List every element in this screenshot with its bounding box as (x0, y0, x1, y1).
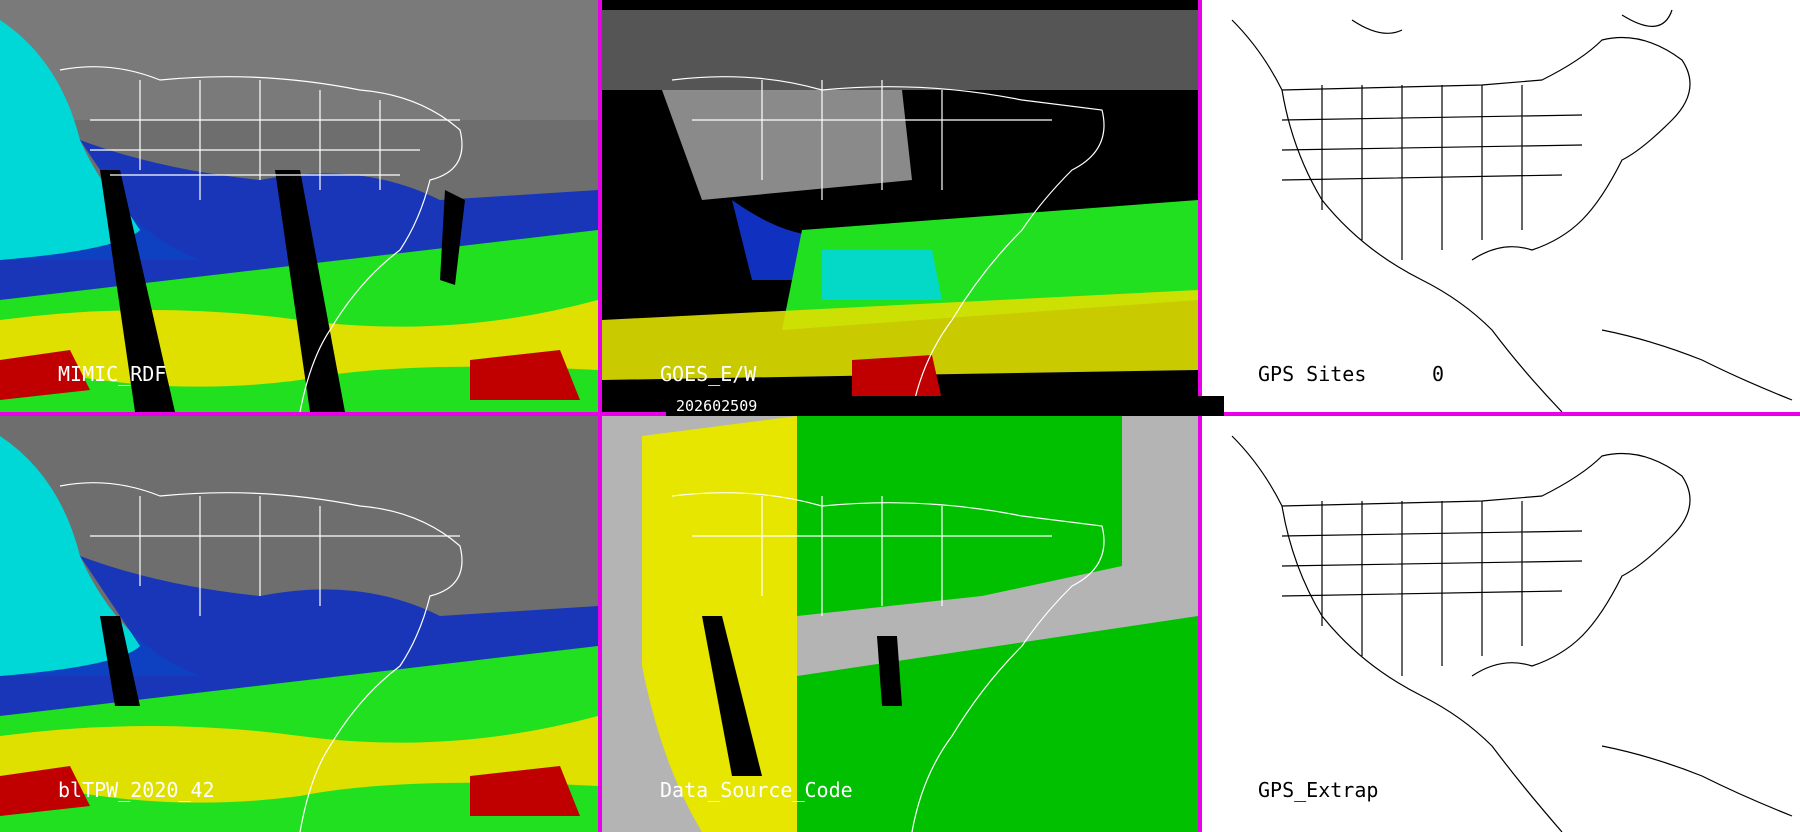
tpw-map-mimic (0, 0, 598, 412)
outline-map-gps-sites (1231, 9, 1793, 412)
panel-goes-ew: GOES_E/W (602, 0, 1198, 412)
coastline-outline (1231, 435, 1793, 832)
coastline-outline (671, 76, 1105, 412)
panel-mimic-rdf: MIMIC_RDF (0, 0, 598, 412)
coastline-outline (59, 66, 463, 412)
panel-label: GOES_E/W (660, 362, 757, 386)
grid-divider-vertical-2 (1198, 0, 1202, 832)
panel-gps-sites: GPS Sites 0 (1202, 0, 1800, 412)
gps-site-count: 0 (1432, 362, 1445, 386)
coastline-outline (671, 492, 1105, 832)
panel-label: MIMIC_RDF (58, 362, 167, 386)
panel-label: GPS_Extrap (1258, 778, 1379, 802)
panel-bltpw: blTPW_2020_42 (0, 416, 598, 832)
panel-gps-extrap: GPS_Extrap (1202, 416, 1800, 832)
coastline-outline (1231, 9, 1793, 412)
panel-label: GPS Sites (1258, 362, 1367, 386)
source-code-map (602, 416, 1198, 832)
coastline-outline (59, 482, 463, 832)
grid-divider-vertical-1 (598, 0, 602, 832)
timestamp-text: 202602509 (676, 397, 758, 415)
outline-map-gps-extrap (1231, 435, 1793, 832)
panel-label: Data_Source_Code (660, 778, 853, 802)
tpw-map-goes (602, 0, 1198, 412)
timestamp-bar: 202602509 (666, 396, 1224, 416)
panel-data-source-code: Data_Source_Code (602, 416, 1198, 832)
tpw-map-blend (0, 416, 598, 832)
panel-label: blTPW_2020_42 (58, 778, 215, 802)
